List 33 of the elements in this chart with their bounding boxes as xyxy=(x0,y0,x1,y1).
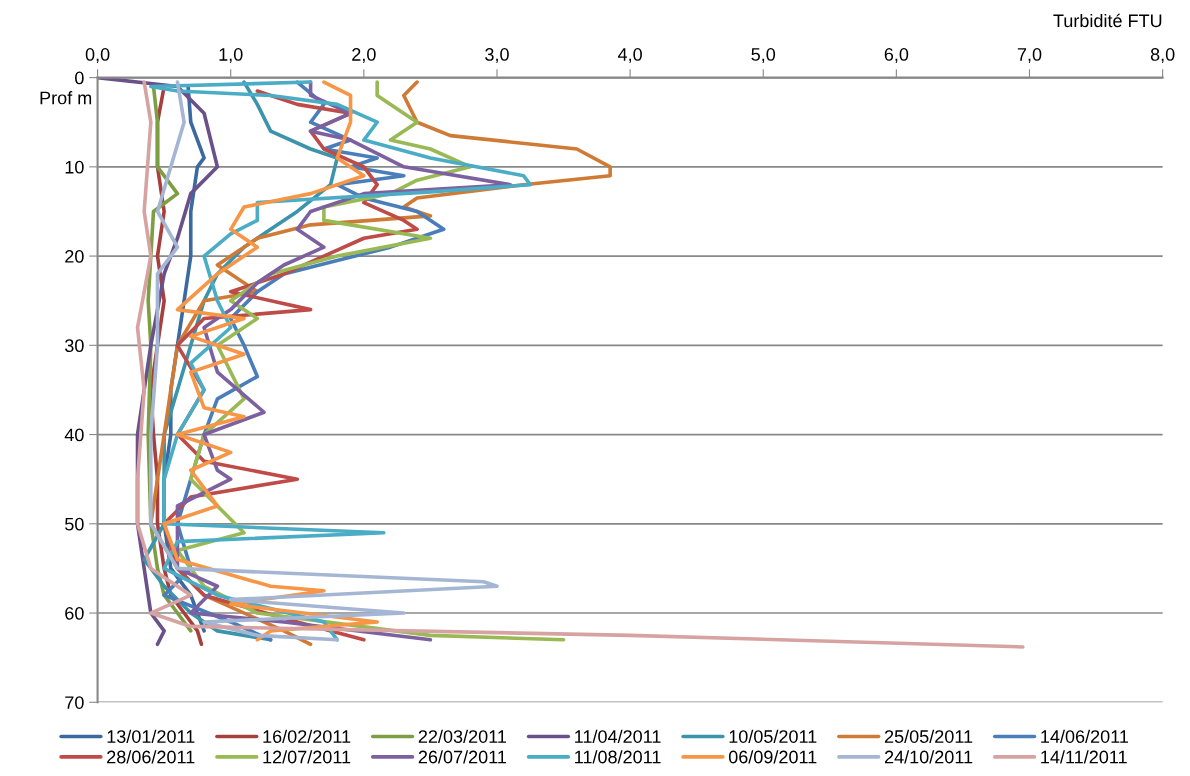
x-tick-label: 0,0 xyxy=(85,48,110,63)
legend-label: 13/01/2011 xyxy=(107,729,195,743)
y-tick-label: 40 xyxy=(64,428,84,442)
x-tick-label: 7,0 xyxy=(1017,48,1042,63)
y-tick-label: 0 xyxy=(75,71,84,85)
y-tick-label: 20 xyxy=(65,250,84,263)
x-tick-label: 6,0 xyxy=(884,48,909,63)
y-tick-label: 60 xyxy=(65,606,84,620)
y-tick-label: 30 xyxy=(64,339,84,353)
x-tick-label: 4,0 xyxy=(617,48,642,63)
x-tick-label: 3,0 xyxy=(485,48,509,63)
legend-label: 28/06/2011 xyxy=(107,750,195,764)
legend-label: 10/05/2011 xyxy=(729,729,817,743)
legend-label: 16/02/2011 xyxy=(263,729,351,743)
legend-label: 14/06/2011 xyxy=(1041,729,1129,743)
legend-label: 11/04/2011 xyxy=(575,729,661,743)
legend-label: 12/07/2011 xyxy=(263,750,351,764)
y-tick-label: 70 xyxy=(65,696,84,709)
x-tick-label: 5,0 xyxy=(751,48,776,63)
y-tick-label: 50 xyxy=(65,517,84,531)
x-tick-label: 2,0 xyxy=(352,48,376,63)
y-tick-label: 10 xyxy=(65,160,84,174)
legend-label: 26/07/2011 xyxy=(418,750,507,764)
x-tick-label: 1,0 xyxy=(219,48,243,63)
legend-label: 14/11/2011 xyxy=(1041,750,1127,764)
legend-label: 25/05/2011 xyxy=(884,729,973,743)
x-axis-title: Turbidité FTU xyxy=(1053,13,1162,28)
legend-label: 24/10/2011 xyxy=(884,750,973,764)
legend-label: 06/09/2011 xyxy=(728,750,817,764)
x-tick-label: 8,0 xyxy=(1150,48,1175,63)
legend-label: 22/03/2011 xyxy=(418,729,507,743)
legend-label: 11/08/2011 xyxy=(575,750,661,764)
y-axis-title: Prof m xyxy=(40,91,92,105)
